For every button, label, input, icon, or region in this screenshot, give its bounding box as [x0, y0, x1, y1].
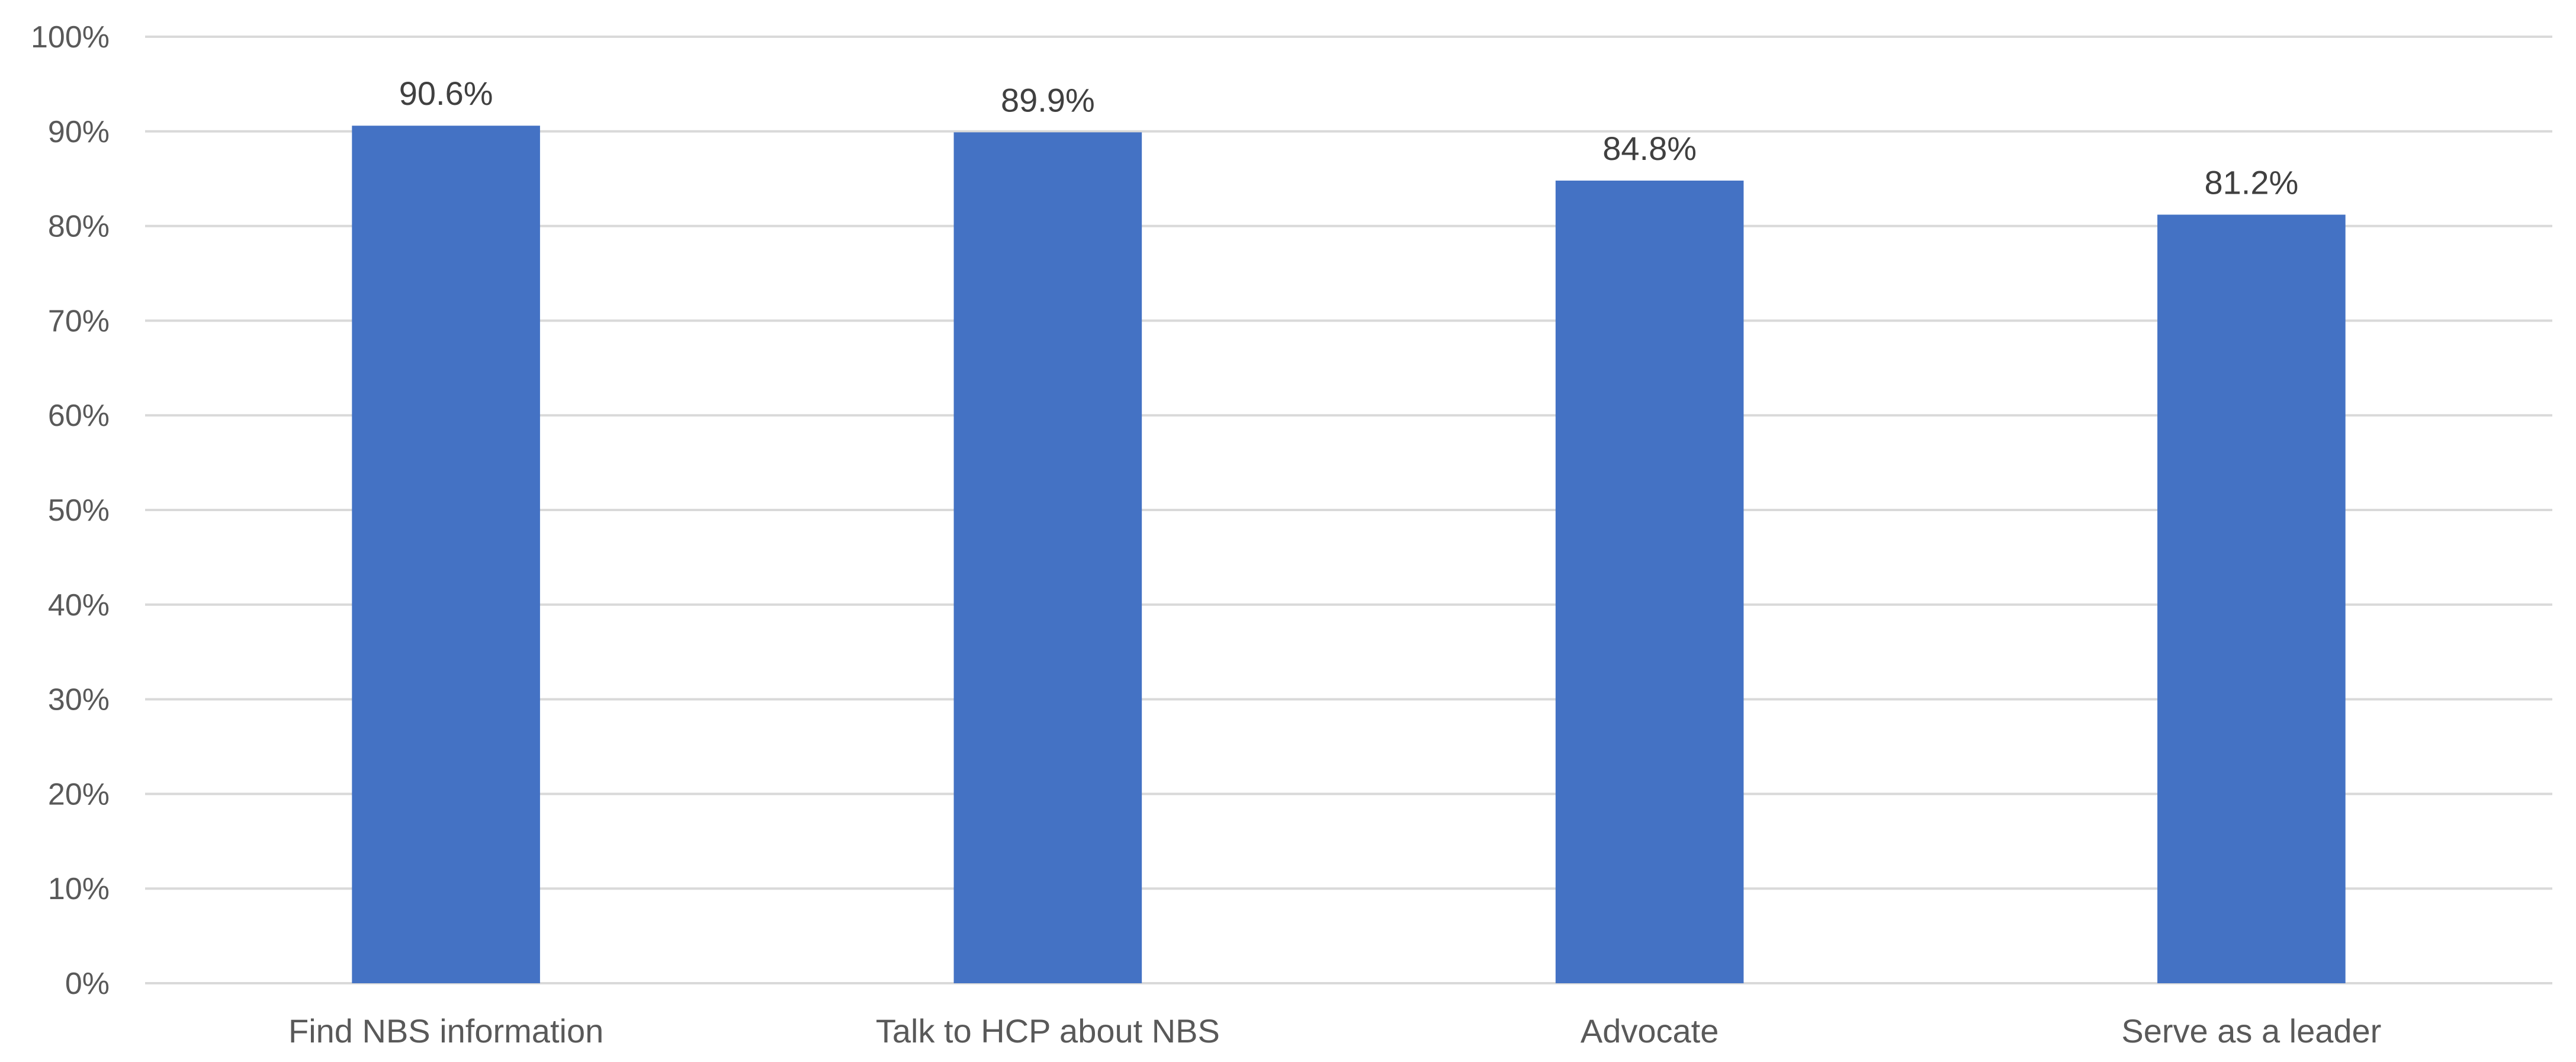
- y-tick-label: 10%: [48, 872, 110, 906]
- bar: [953, 132, 1142, 984]
- y-tick-label: 100%: [31, 20, 110, 54]
- y-tick-label: 50%: [48, 493, 110, 528]
- data-label: 81.2%: [2204, 163, 2298, 201]
- data-labels: 90.6% 89.9% 84.8% 81.2%: [399, 75, 2299, 201]
- y-tick-label: 90%: [48, 115, 110, 149]
- y-tick-label: 30%: [48, 683, 110, 717]
- bar: [1555, 180, 1744, 983]
- y-tick-label: 70%: [48, 304, 110, 338]
- y-axis-tick-labels: 0% 10% 20% 30% 40% 50% 60% 70% 80% 90% 100%: [31, 20, 110, 1001]
- y-tick-label: 80%: [48, 210, 110, 244]
- category-label: Talk to HCP about NBS: [876, 1012, 1220, 1050]
- bar: [2157, 214, 2346, 983]
- y-tick-label: 40%: [48, 588, 110, 623]
- gridlines: [145, 36, 2552, 984]
- category-label: Find NBS information: [288, 1012, 603, 1050]
- y-tick-label: 60%: [48, 399, 110, 433]
- x-axis-category-labels: Find NBS information Talk to HCP about NB…: [288, 1012, 2381, 1050]
- bar: [352, 126, 540, 983]
- data-label: 89.9%: [1001, 81, 1095, 118]
- y-tick-label: 20%: [48, 777, 110, 811]
- data-label: 84.8%: [1602, 130, 1697, 167]
- category-label: Advocate: [1581, 1012, 1719, 1050]
- y-tick-label: 0%: [65, 967, 110, 1001]
- data-label: 90.6%: [399, 75, 493, 112]
- bars: [352, 126, 2346, 984]
- category-label: Serve as a leader: [2121, 1012, 2381, 1050]
